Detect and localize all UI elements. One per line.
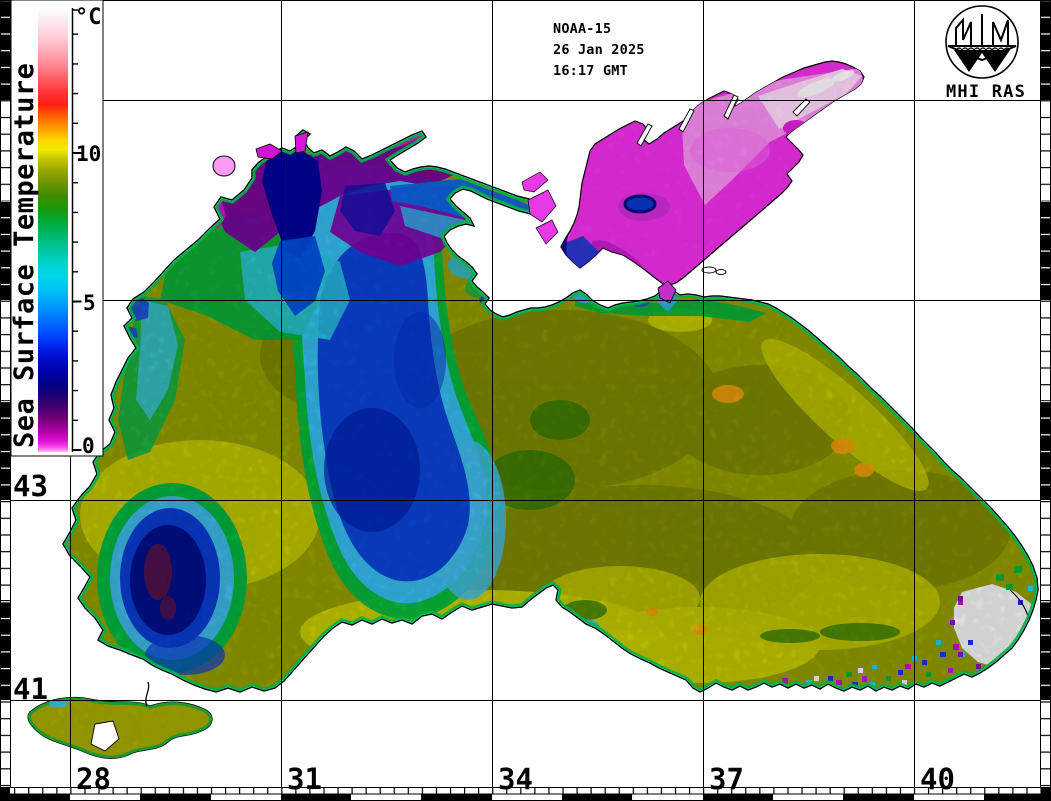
- coordinate-labels: 43 41 28 31 34 37 40: [13, 469, 955, 796]
- lon-label-31: 31: [287, 762, 322, 796]
- lat-label-43: 43: [13, 469, 48, 503]
- header-info: NOAA-15 26 Jan 2025 16:17 GMT: [553, 21, 645, 79]
- lon-label-34: 34: [498, 762, 533, 796]
- colorbar: °C 10 5 0 Sea Surface Temperature: [9, 0, 104, 458]
- colorbar-tick-10: 10: [76, 142, 101, 166]
- bottom-degree-cells: [10, 794, 1041, 801]
- colorbar-title: Sea Surface Temperature: [9, 63, 40, 448]
- satellite-name: NOAA-15: [553, 21, 611, 37]
- lat-label-41: 41: [13, 672, 48, 706]
- lon-label-28: 28: [76, 762, 111, 796]
- acquisition-time: 16:17 GMT: [553, 63, 628, 79]
- acquisition-date: 26 Jan 2025: [553, 42, 645, 58]
- black-sea-region: [62, 129, 1039, 693]
- lon-label-40: 40: [920, 762, 955, 796]
- colorbar-gradient: [38, 8, 68, 452]
- nw-lagoons: [212, 131, 309, 177]
- frame-bottom-band: [10, 787, 1041, 801]
- logo-hull: [954, 50, 1010, 72]
- colorbar-ticks: [72, 9, 82, 451]
- kerch-strait: [657, 280, 677, 304]
- lon-label-37: 37: [709, 762, 744, 796]
- sivash-lagoons: [521, 171, 559, 245]
- bosphorus-strait: [145, 681, 150, 707]
- logo-waves: [955, 47, 1011, 51]
- colorbar-tick-5: 5: [83, 291, 96, 315]
- frame-right-band: [1040, 0, 1051, 801]
- colorbar-unit: °C: [75, 5, 102, 30]
- marmara-island: [90, 720, 120, 752]
- colorbar-tick-0: 0: [82, 434, 95, 458]
- parallel-lines: [10, 100, 1041, 701]
- mhi-ras-logo: MHI RAS: [945, 5, 1026, 102]
- logo-label: MHI RAS: [946, 82, 1026, 102]
- black-sea-temperature-fields: [63, 130, 1038, 692]
